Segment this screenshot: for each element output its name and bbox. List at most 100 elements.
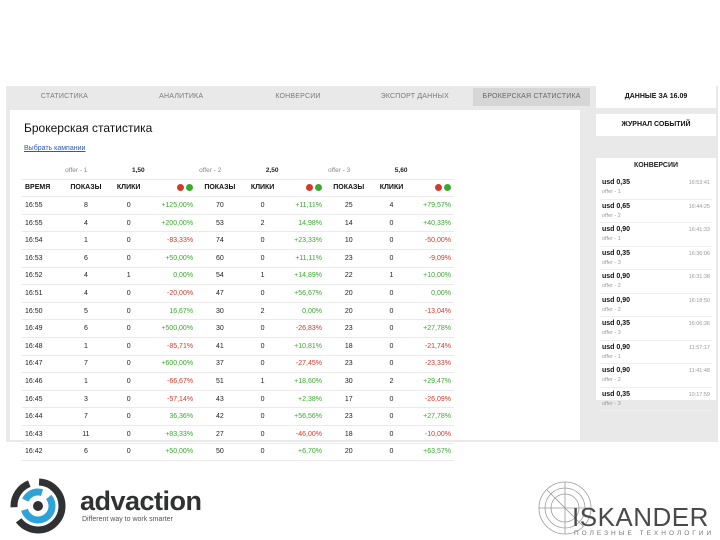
table-row: 16:44 7 0 36,36% 42 0 +56,56% 23 0 +27,78% bbox=[22, 407, 454, 426]
red-dot-icon[interactable] bbox=[435, 184, 442, 192]
cell-shows: 37 bbox=[196, 355, 244, 374]
table-row: 16:43 11 0 +83,33% 27 0 -46,00% 18 0 -10,00% bbox=[22, 425, 454, 444]
cell-clicks: 2 bbox=[243, 214, 282, 233]
tab-export[interactable]: ЭКСПОРТ ДАННЫХ bbox=[380, 93, 449, 100]
conversion-item: usd 0,90 offer - 1 11:57:17 bbox=[600, 341, 712, 364]
cell-clicks: 0 bbox=[372, 214, 411, 233]
cell-change: -21,74% bbox=[410, 337, 454, 356]
offer-actions bbox=[281, 179, 325, 198]
cell-shows: 8 bbox=[62, 196, 110, 215]
cell-clicks: 0 bbox=[109, 231, 148, 250]
cell-change: +6,70% bbox=[281, 443, 325, 462]
cell-change: +50,00% bbox=[147, 249, 197, 268]
cell-shows: 60 bbox=[196, 249, 244, 268]
red-dot-icon[interactable] bbox=[305, 184, 313, 192]
conversion-item: usd 0,35 offer - 1 16:53:41 bbox=[600, 176, 712, 200]
red-dot-icon[interactable] bbox=[177, 184, 185, 192]
offer-actions bbox=[147, 179, 197, 198]
cell-time: 16:52 bbox=[22, 267, 63, 286]
cell-clicks: 1 bbox=[243, 372, 282, 391]
cell-change: -26,83% bbox=[281, 319, 325, 338]
cell-change: 0,00% bbox=[147, 267, 197, 286]
cell-shows: 53 bbox=[196, 214, 244, 233]
cell-shows: 23 bbox=[324, 319, 373, 338]
green-dot-icon[interactable] bbox=[444, 184, 451, 192]
cell-clicks: 0 bbox=[243, 443, 282, 462]
cell-shows: 20 bbox=[324, 284, 373, 303]
column-header-shows: ПОКАЗЫ bbox=[196, 179, 244, 198]
cell-change: -10,00% bbox=[410, 425, 454, 444]
cell-shows: 4 bbox=[62, 267, 110, 286]
cell-time: 16:53 bbox=[22, 249, 63, 268]
tab-conversions[interactable]: КОНВЕРСИИ bbox=[275, 93, 321, 100]
cell-clicks: 0 bbox=[243, 231, 282, 250]
cell-clicks: 0 bbox=[372, 249, 411, 268]
choose-campaigns-link[interactable]: Выбрать кампании bbox=[24, 145, 86, 152]
conversions-list: usd 0,35 offer - 1 16:53:41 usd 0,65 offer -… bbox=[596, 176, 716, 411]
cell-shows: 7 bbox=[62, 407, 110, 426]
cell-change: +79,57% bbox=[410, 196, 454, 215]
cell-change: 16,67% bbox=[147, 302, 197, 321]
cell-change: +56,56% bbox=[281, 407, 325, 426]
cell-clicks: 0 bbox=[372, 231, 411, 250]
tab-statistics[interactable]: СТАТИСТИКА bbox=[40, 93, 88, 100]
data-date-title: ДАННЫЕ ЗА 16.09 bbox=[624, 93, 688, 100]
cell-shows: 1 bbox=[62, 372, 110, 391]
offer-name: offer - 3 bbox=[324, 162, 373, 180]
cell-shows: 7 bbox=[62, 355, 110, 374]
table-header-row: ВРЕМЯ ПОКАЗЫ КЛИКИ ПОКАЗЫ КЛИКИ ПОКАЗЫ К… bbox=[22, 179, 454, 198]
conversion-time: 10:17:59 bbox=[688, 391, 710, 398]
cell-change: -9,09% bbox=[410, 249, 454, 268]
column-header-time: ВРЕМЯ bbox=[22, 179, 63, 198]
cell-clicks: 0 bbox=[372, 355, 411, 374]
conversion-amount: usd 0,90 bbox=[602, 273, 631, 280]
conversion-item: usd 0,90 offer - 2 16:18:50 bbox=[600, 294, 712, 317]
top-nav: СТАТИСТИКА АНАЛИТИКА КОНВЕРСИИ ЭКСПОРТ Д… bbox=[6, 88, 590, 106]
cell-time: 16:42 bbox=[22, 443, 63, 462]
conversion-item: usd 0,90 offer - 2 11:41:48 bbox=[600, 364, 712, 388]
cell-shows: 23 bbox=[324, 355, 373, 374]
conversion-amount: usd 0,90 bbox=[602, 296, 631, 304]
cell-time: 16:43 bbox=[22, 425, 63, 444]
conversion-offer: offer - 1 bbox=[602, 236, 621, 242]
conversion-offer: offer - 3 bbox=[602, 400, 621, 407]
cell-clicks: 0 bbox=[109, 302, 148, 321]
cell-change: -85,71% bbox=[147, 337, 197, 356]
table-row: 16:50 5 0 16,67% 30 2 0,00% 20 0 -13,04% bbox=[22, 302, 454, 321]
conversion-item: usd 0,35 offer - 3 10:17:59 bbox=[600, 388, 712, 411]
iskander-logo-text: ISKANDER bbox=[572, 502, 709, 532]
conversion-offer: offer - 2 bbox=[602, 306, 621, 313]
cell-change: +63,57% bbox=[410, 443, 454, 462]
cell-change: +2,38% bbox=[281, 390, 325, 409]
cell-shows: 4 bbox=[62, 284, 110, 303]
page-title: Брокерская статистика bbox=[24, 121, 153, 135]
conversion-amount: usd 0,35 bbox=[602, 320, 631, 327]
cell-time: 16:50 bbox=[22, 302, 63, 321]
cell-shows: 20 bbox=[324, 302, 373, 321]
cell-shows: 30 bbox=[196, 319, 244, 338]
cell-change: +10,81% bbox=[281, 337, 325, 356]
conversion-offer: offer - 1 bbox=[602, 189, 621, 195]
green-dot-icon[interactable] bbox=[186, 184, 194, 192]
cell-clicks: 0 bbox=[372, 302, 411, 321]
offer-name: offer - 1 bbox=[62, 162, 110, 180]
advaction-logo-text: advaction bbox=[80, 486, 202, 516]
green-dot-icon[interactable] bbox=[314, 184, 322, 192]
conversion-amount: usd 0,35 bbox=[602, 390, 631, 398]
tab-analytics[interactable]: АНАЛИТИКА bbox=[159, 93, 204, 100]
cell-shows: 4 bbox=[62, 214, 110, 233]
conversion-time: 11:57:17 bbox=[688, 344, 710, 351]
cell-shows: 3 bbox=[62, 390, 110, 409]
cell-change: -13,04% bbox=[410, 302, 454, 321]
conversion-offer: offer - 3 bbox=[602, 330, 621, 336]
cell-time: 16:48 bbox=[22, 337, 63, 356]
cell-shows: 51 bbox=[196, 372, 244, 391]
cell-clicks: 1 bbox=[243, 267, 282, 286]
cell-clicks: 0 bbox=[372, 337, 411, 356]
tab-broker-statistics[interactable]: БРОКЕРСКАЯ СТАТИСТИКА bbox=[473, 88, 590, 106]
cell-clicks: 0 bbox=[243, 249, 282, 268]
event-log-box[interactable]: ЖУРНАЛ СОБЫТИЙ bbox=[596, 114, 716, 136]
cell-time: 16:49 bbox=[22, 319, 63, 338]
column-header-clicks: КЛИКИ bbox=[372, 179, 411, 198]
cell-shows: 6 bbox=[62, 249, 110, 268]
